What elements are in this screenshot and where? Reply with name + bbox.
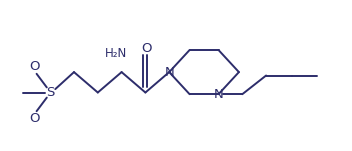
Text: O: O [30,61,40,74]
Text: N: N [164,66,174,79]
Text: S: S [46,86,54,99]
Text: H₂N: H₂N [105,47,128,60]
Text: O: O [141,42,151,55]
Text: N: N [214,88,224,101]
Text: O: O [30,111,40,125]
